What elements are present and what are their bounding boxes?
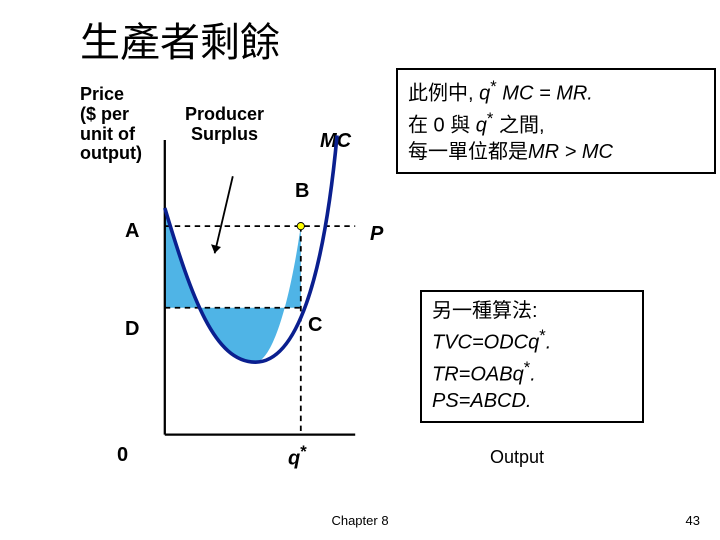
footer-page-number: 43	[686, 513, 700, 528]
label-a: A	[125, 220, 139, 243]
label-b: B	[295, 180, 309, 203]
ps-region	[165, 208, 301, 362]
page-title: 生產者剩餘	[80, 10, 280, 68]
point-b-marker	[297, 223, 304, 230]
note-box-2: 另一種算法:TVC=ODCq*.TR=OABq*.PS=ABCD.	[420, 290, 644, 423]
ps-arrow-line	[215, 176, 233, 253]
ps-label: Producer Surplus	[185, 105, 264, 145]
chart-svg	[145, 140, 375, 480]
label-output: Output	[490, 447, 544, 468]
footer-center: Chapter 8	[0, 513, 720, 528]
label-d: D	[125, 318, 139, 341]
label-qstar: q*	[288, 442, 307, 471]
y-axis-label: Price ($ per unit of output)	[80, 85, 142, 164]
label-c: C	[308, 314, 322, 337]
label-p: P	[370, 223, 383, 246]
note-box-1: 此例中, q* MC = MR.在 0 與 q* 之間,每一單位都是MR > M…	[396, 68, 716, 174]
label-origin: 0	[117, 444, 128, 467]
